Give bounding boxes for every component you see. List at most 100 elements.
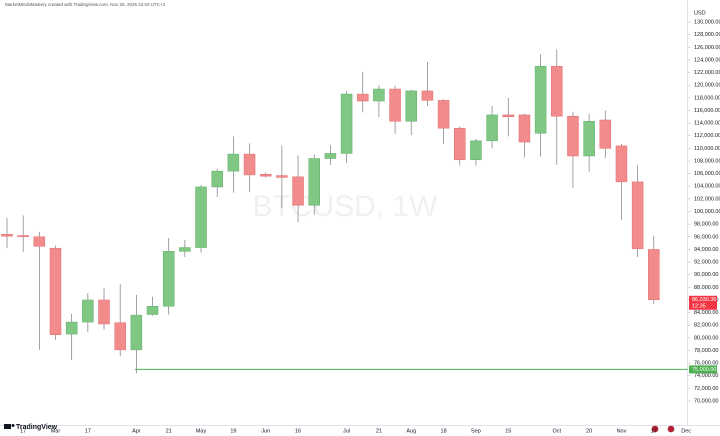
y-tick-label: 106,000.00 (694, 171, 720, 177)
candle-body (276, 175, 288, 178)
candle-body (65, 321, 78, 335)
candle (615, 143, 628, 220)
watermark: BTCUSD, 1W (252, 190, 438, 223)
candle-body (130, 314, 143, 351)
candle (534, 54, 547, 157)
level-label-bg (689, 365, 717, 374)
candle (211, 168, 223, 198)
candle-body (648, 249, 660, 301)
y-tick-label: 128,000.00 (694, 32, 720, 38)
y-tick-label: 98,000.00 (694, 222, 718, 228)
y-tick-label: 90,000.00 (694, 272, 718, 278)
candle (65, 313, 78, 360)
y-tick-label: 130,000.00 (694, 20, 720, 26)
x-tick-label: 21 (166, 428, 172, 434)
x-tick-label: Jun (261, 428, 270, 434)
candle-body (534, 66, 547, 134)
brand: TradingView (16, 424, 58, 431)
candle-body (179, 247, 191, 252)
y-tick-label: 118,000.00 (694, 95, 720, 101)
candle (82, 293, 94, 333)
candle-body (308, 158, 320, 206)
candle-body (551, 66, 563, 117)
candle-body (98, 299, 110, 325)
candle (648, 235, 660, 304)
x-tick-label: Oct (552, 428, 561, 434)
candle-body (146, 306, 159, 315)
y-tick-label: 110,000.00 (694, 146, 720, 152)
y-tick-label: 124,000.00 (694, 57, 720, 63)
x-tick-label: Apr (132, 428, 141, 434)
candle-body (631, 181, 644, 250)
candle (356, 71, 369, 113)
candle (340, 91, 353, 163)
candle-body (17, 235, 29, 238)
candle-body (486, 114, 498, 142)
candle-body (211, 170, 223, 188)
candle (373, 85, 385, 117)
y-tick-label: 108,000.00 (694, 158, 720, 164)
event-flag[interactable] (651, 425, 659, 433)
candle-body (1, 234, 13, 237)
candle (146, 296, 159, 316)
candle (17, 215, 29, 252)
candle-body (243, 153, 256, 176)
y-tick-label: 122,000.00 (694, 70, 720, 76)
candle (162, 238, 175, 315)
logo-mark (11, 424, 15, 427)
candle-body (114, 322, 126, 351)
x-tick-label: 20 (586, 428, 592, 434)
candle-body (389, 88, 401, 122)
candle-body (49, 247, 62, 335)
candle-body (502, 114, 515, 118)
candle (130, 294, 143, 374)
y-tick-label: 94,000.00 (694, 247, 718, 253)
event-flag[interactable] (667, 425, 675, 433)
candle (259, 172, 272, 178)
candle (227, 136, 240, 193)
candle-body (227, 153, 240, 172)
candle (454, 126, 466, 166)
candle (502, 97, 515, 137)
candle (276, 145, 288, 209)
candle (324, 145, 337, 165)
y-tick-label: 96,000.00 (694, 234, 718, 240)
candle-body (195, 186, 207, 248)
candle-body (454, 127, 466, 161)
candle (486, 106, 498, 149)
candle (308, 154, 320, 215)
countdown: 12:35 (692, 304, 706, 310)
y-tick-label: 88,000.00 (694, 285, 718, 291)
level-label: 75,000.00 (692, 367, 716, 373)
candle-body (356, 93, 369, 102)
y-tick-label: 120,000.00 (694, 83, 720, 89)
candle (470, 138, 482, 166)
candle (1, 217, 13, 249)
candle (405, 89, 417, 136)
x-tick-label: 17 (85, 428, 91, 434)
x-tick-label: 18 (441, 428, 447, 434)
candle-body (33, 236, 46, 247)
x-tick-label: Mar (51, 428, 61, 434)
candle (114, 284, 126, 357)
y-tick-label: 82,000.00 (694, 323, 718, 329)
candle (98, 287, 110, 330)
candle-body (567, 115, 579, 157)
y-tick-label: 114,000.00 (694, 121, 720, 127)
candle (292, 155, 304, 223)
x-tick-label: 15 (505, 428, 511, 434)
brand-logo: TradingView (4, 424, 58, 431)
candle-body (259, 174, 272, 177)
candle (599, 110, 612, 158)
candle-body (583, 120, 595, 157)
y-tick-label: 126,000.00 (694, 45, 720, 51)
candle-body (324, 153, 337, 159)
last-price-label: 86,030.36 (692, 297, 716, 303)
candle-body (162, 251, 175, 307)
candle (179, 239, 191, 258)
candle (437, 99, 450, 144)
x-tick-label: Sep (471, 428, 481, 434)
candle-body (292, 176, 304, 206)
